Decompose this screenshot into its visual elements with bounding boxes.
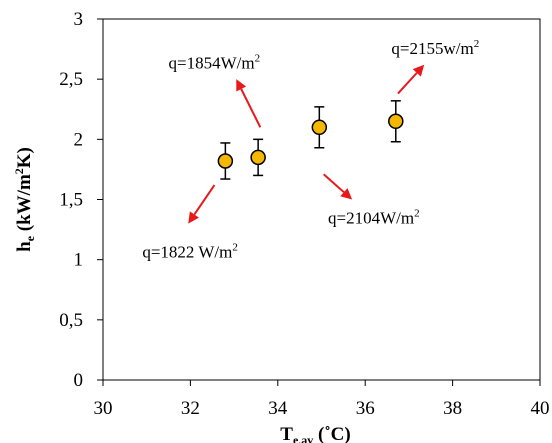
data-points — [217, 100, 404, 180]
annotation-arrow — [323, 173, 345, 193]
x-axis-label: Te,av (˚C) — [280, 424, 350, 443]
y-tick-label: 2,5 — [59, 69, 83, 90]
data-point — [388, 100, 404, 143]
point-marker — [311, 119, 328, 136]
x-tick-labels: 30 32 34 36 38 40 — [94, 398, 550, 419]
data-point — [217, 142, 234, 180]
annotation-label: q=1854W/m2 — [169, 52, 261, 72]
data-point — [250, 138, 266, 177]
x-tick-label: 32 — [181, 398, 200, 419]
annotation-arrow — [240, 88, 262, 128]
plot-frame — [102, 18, 541, 381]
annotations: q=1854W/m2 q=2155w/m2 q=2104W/m2 q=1822 W/m… — [142, 38, 479, 261]
y-tick-label: 0,5 — [59, 310, 83, 331]
y-tick-labels: 0 0,5 1 1,5 2 2,5 3 — [59, 9, 83, 391]
point-marker — [388, 113, 404, 130]
annotation-arrowhead — [188, 211, 199, 224]
y-tick-label: 2 — [74, 129, 84, 150]
annotation-label: q=2155w/m2 — [391, 38, 479, 58]
x-tick-label: 38 — [443, 398, 462, 419]
annotation-arrow — [397, 72, 418, 95]
x-tick-label: 40 — [531, 398, 550, 419]
point-marker — [217, 153, 234, 169]
data-point — [311, 106, 328, 149]
annotation-label: q=1822 W/m2 — [142, 241, 238, 261]
annotation-arrow — [193, 184, 216, 216]
point-marker — [250, 149, 266, 166]
y-tick-label: 1,5 — [59, 190, 83, 211]
x-tick-label: 30 — [94, 398, 113, 419]
y-axis-label: he (kW/m2K) — [12, 147, 37, 252]
x-tick-label: 34 — [268, 398, 288, 419]
y-tick-label: 0 — [74, 370, 84, 391]
annotation-arrowhead — [340, 188, 353, 200]
annotation-arrowhead — [412, 64, 425, 77]
axes — [97, 18, 541, 386]
x-tick-label: 36 — [356, 398, 375, 419]
y-tick-label: 3 — [74, 9, 84, 30]
y-tick-label: 1 — [74, 250, 84, 271]
annotation-label: q=2104W/m2 — [328, 208, 420, 228]
annotation-arrowhead — [236, 79, 247, 92]
